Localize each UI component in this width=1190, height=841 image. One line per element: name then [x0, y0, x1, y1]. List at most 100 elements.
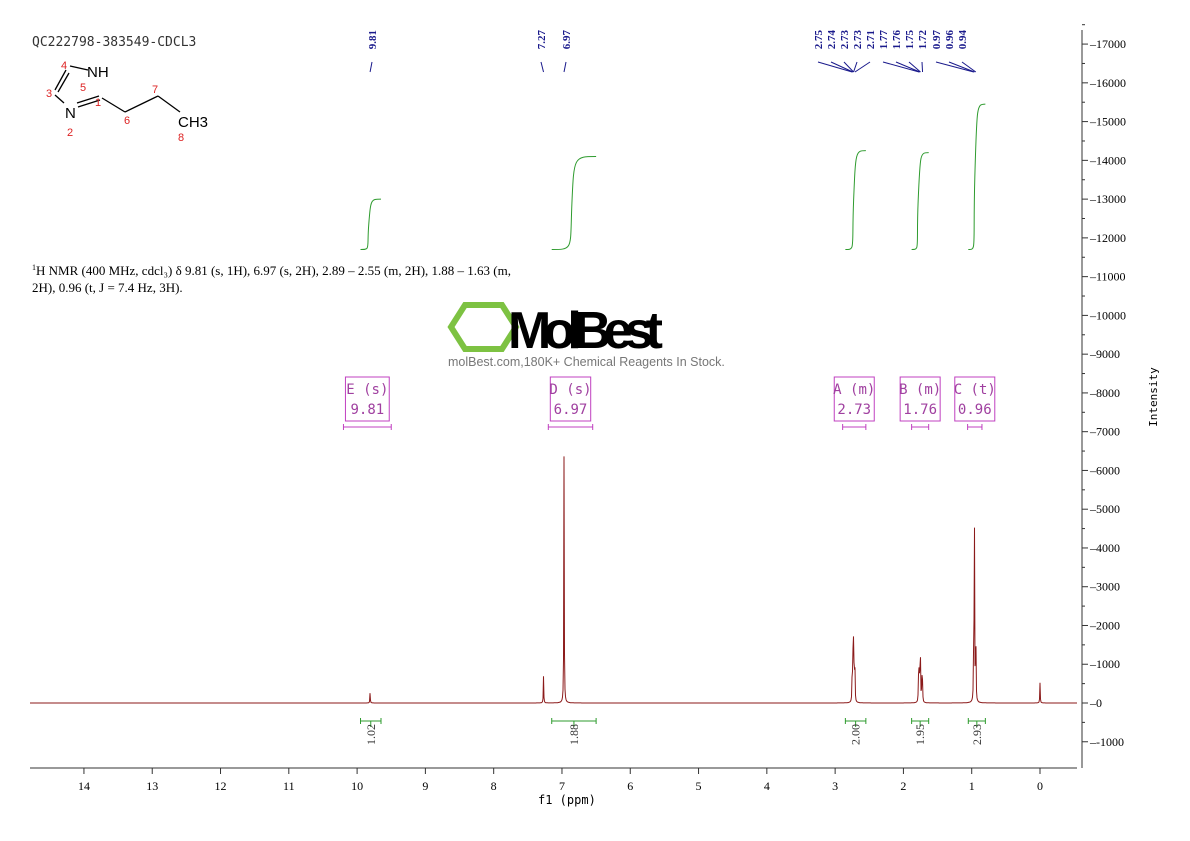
x-tick-label: 11: [283, 779, 295, 793]
multiplet-box: [954, 376, 996, 422]
y-tick-label: –17000: [1089, 37, 1126, 51]
peak-label: 9.81: [367, 30, 379, 49]
integral-bracket: [911, 718, 930, 727]
peak-label-leader: [935, 61, 974, 73]
multiplet-box: [549, 376, 592, 422]
watermark-logo: MolBest molBest.com,180K+ Chemical Reage…: [447, 302, 725, 369]
y-tick-label: –2000: [1089, 618, 1120, 632]
peak-label-leader: [854, 61, 871, 73]
x-tick-label: 6: [627, 779, 633, 793]
svg-text:6: 6: [124, 115, 130, 127]
multiplet-range: [342, 424, 392, 430]
y-tick-label: –4000: [1089, 541, 1120, 555]
peak-label: 2.73: [852, 30, 864, 50]
nmr-description-line1: 1H NMR (400 MHz, cdcl₃) δ 9.81 (s, 1H), …: [32, 263, 511, 278]
peak-label: 6.97: [561, 30, 573, 50]
integral-curve: [845, 150, 866, 251]
peak-label-leader: [563, 61, 567, 73]
multiplet-range: [967, 424, 983, 430]
peak-label: 1.76: [891, 30, 903, 50]
multiplet-range: [842, 424, 867, 430]
x-tick-label: 7: [559, 779, 565, 793]
y-tick-label: –10000: [1089, 308, 1126, 322]
y-tick-label: –1000: [1089, 657, 1120, 671]
x-tick-label: 0: [1037, 779, 1043, 793]
peak-label-leader: [843, 61, 854, 73]
peak-label-leader: [961, 61, 977, 73]
multiplet-box: [833, 376, 875, 422]
svg-text:NH: NH: [87, 64, 109, 81]
watermark-tagline: molBest.com,180K+ Chemical Reagents In S…: [448, 355, 725, 369]
integral-bracket: [360, 718, 382, 727]
x-tick-label: 3: [832, 779, 838, 793]
svg-text:3: 3: [46, 88, 52, 100]
peak-label-leader: [369, 61, 373, 73]
y-tick-label: –13000: [1089, 192, 1126, 206]
integral-bracket: [844, 718, 867, 727]
x-tick-label: 2: [900, 779, 906, 793]
svg-text:2: 2: [67, 127, 73, 139]
y-tick-label: –9000: [1089, 347, 1120, 361]
y-tick-label: –-1000: [1089, 735, 1124, 749]
multiplet-value: 6.97: [554, 402, 588, 418]
multiplet-range: [547, 424, 594, 430]
peak-label: 7.27: [536, 30, 548, 50]
y-axis-label: Intensity: [1147, 367, 1160, 427]
y-tick-label: –6000: [1089, 463, 1120, 477]
multiplet-label: D (s): [549, 382, 591, 398]
integral-value: 2.00: [849, 724, 863, 745]
y-tick-label: –5000: [1089, 502, 1120, 516]
multiplet-range: [911, 424, 930, 430]
x-tick-label: 4: [764, 779, 770, 793]
x-tick-label: 14: [78, 779, 90, 793]
integral-curve: [968, 103, 986, 251]
y-tick-label: –8000: [1089, 386, 1120, 400]
svg-text:8: 8: [178, 132, 184, 144]
x-tick-label: 13: [146, 779, 158, 793]
peak-label-leader: [830, 61, 854, 73]
svg-text:7: 7: [152, 84, 158, 96]
multiplet-value: 9.81: [350, 402, 384, 418]
x-tick-label: 10: [351, 779, 363, 793]
integral-curve: [911, 152, 929, 251]
svg-text:4: 4: [61, 60, 67, 72]
multiplet-value: 2.73: [837, 402, 871, 418]
peak-label: 0.94: [957, 30, 969, 50]
multiplet-label: B (m): [899, 382, 941, 398]
svg-text:5: 5: [80, 82, 86, 94]
peak-label-leader: [853, 61, 858, 73]
integral-curve: [360, 198, 382, 251]
peak-label: 2.75: [813, 30, 825, 50]
x-axis-label: f1 (ppm): [538, 793, 596, 807]
svg-text:N: N: [65, 105, 76, 122]
multiplet-value: 0.96: [958, 402, 992, 418]
multiplet-label: C (t): [954, 382, 996, 398]
watermark-brand: MolBest: [508, 302, 663, 360]
integral-value: 1.95: [913, 724, 927, 745]
peak-label: 1.75: [904, 30, 916, 50]
integral-value: 1.88: [567, 724, 581, 745]
y-tick-label: –16000: [1089, 76, 1126, 90]
peak-label-leader: [948, 61, 975, 73]
multiplet-label: A (m): [833, 382, 875, 398]
multiplet-box: [899, 376, 941, 422]
peak-label: 1.72: [917, 30, 929, 50]
peak-label-leader: [882, 61, 920, 73]
peak-label-leader: [817, 61, 853, 73]
y-tick-label: –3000: [1089, 580, 1120, 594]
peak-label-leader: [540, 61, 545, 73]
integral-bracket: [967, 718, 986, 727]
peak-label: 2.71: [865, 30, 877, 49]
peak-label: 2.73: [839, 30, 851, 50]
x-tick-label: 9: [422, 779, 428, 793]
integral-value: 2.93: [970, 724, 984, 745]
svg-text:CH3: CH3: [178, 114, 208, 131]
multiplet-value: 1.76: [903, 402, 937, 418]
molecule-structure: [54, 65, 181, 113]
peak-label: 0.97: [931, 30, 943, 50]
spectrum-line: [30, 456, 1077, 704]
peak-label-leader: [895, 61, 921, 73]
svg-text:1: 1: [95, 97, 101, 109]
